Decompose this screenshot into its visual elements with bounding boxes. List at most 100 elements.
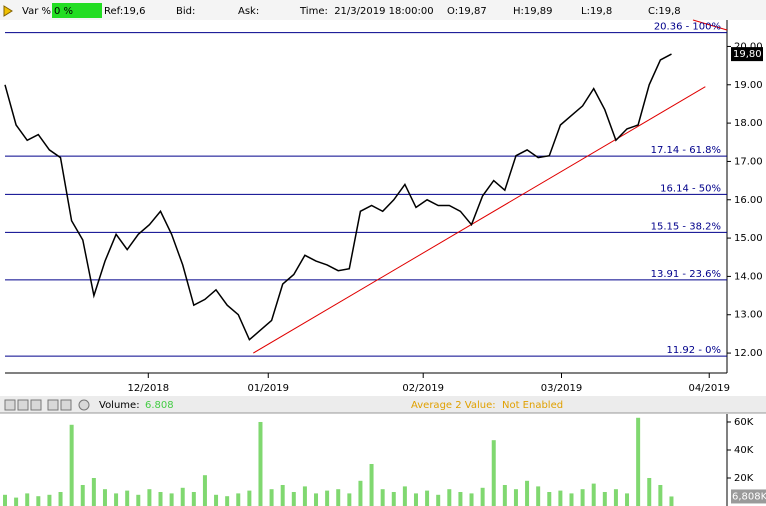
volume-bar bbox=[125, 490, 130, 506]
fib-label: 17.14 - 61.8% bbox=[651, 145, 721, 156]
info-bar bbox=[0, 0, 766, 20]
volume-bar bbox=[391, 491, 396, 506]
volume-bar bbox=[225, 496, 230, 506]
volume-bar bbox=[447, 489, 452, 506]
volume-bar bbox=[625, 493, 630, 506]
y-tick-label: 15.00 bbox=[734, 233, 763, 244]
volume-bar bbox=[69, 424, 74, 506]
volume-bar bbox=[480, 487, 485, 506]
last-volume-label: 6,808K bbox=[732, 491, 766, 502]
menu-icon[interactable] bbox=[3, 5, 13, 17]
volume-bar bbox=[380, 489, 385, 506]
volume-bar bbox=[458, 491, 463, 506]
volume-bar bbox=[647, 477, 652, 506]
volume-bar bbox=[336, 489, 341, 506]
button[interactable] bbox=[17, 399, 29, 411]
volume-bar bbox=[491, 440, 496, 506]
volume-bar bbox=[202, 475, 207, 506]
volume-bar bbox=[325, 490, 330, 506]
volume-bar bbox=[536, 486, 541, 506]
fib-label: 16.14 - 50% bbox=[660, 183, 721, 194]
y-tick-label: 16.00 bbox=[734, 195, 763, 206]
volume-bar bbox=[191, 491, 196, 506]
volume-bar bbox=[236, 493, 241, 506]
volume-bar bbox=[413, 493, 418, 506]
last-price-label: 19,80 bbox=[733, 49, 762, 60]
bid: Bid: bbox=[176, 6, 195, 17]
volume-bar bbox=[3, 494, 7, 506]
volume-bar bbox=[247, 490, 252, 506]
volume-bar bbox=[302, 486, 307, 506]
volume-bar bbox=[347, 493, 352, 506]
fib-label: 15.15 - 38.2% bbox=[651, 221, 721, 232]
volume-bar bbox=[513, 489, 518, 506]
y-tick-label: 20.00 bbox=[734, 41, 763, 52]
volume-bar bbox=[436, 494, 441, 506]
volume-bar bbox=[280, 484, 285, 506]
y-tick-label: 60K bbox=[734, 417, 754, 428]
x-tick-label: 03/2019 bbox=[541, 383, 583, 394]
volume-bar bbox=[80, 484, 85, 506]
x-tick-label: 04/2019 bbox=[688, 383, 730, 394]
close: C:19,8 bbox=[648, 6, 681, 17]
fib-label: 11.92 - 0% bbox=[667, 345, 721, 356]
y-tick-label: 19.00 bbox=[734, 80, 763, 91]
y-tick-label: 12.00 bbox=[734, 348, 763, 359]
settings-button[interactable] bbox=[78, 399, 90, 411]
var-box bbox=[52, 3, 102, 18]
ref: Ref:19,6 bbox=[104, 6, 145, 17]
volume-current: 6.808 bbox=[145, 400, 174, 411]
time: Time: 21/3/2019 18:00:00 bbox=[299, 6, 434, 17]
volume-bar bbox=[569, 493, 574, 506]
x-tick-label: 02/2019 bbox=[402, 383, 444, 394]
panel-buttons bbox=[4, 399, 90, 411]
volume-bar bbox=[158, 491, 163, 506]
y-tick-label: 17.00 bbox=[734, 156, 763, 167]
volume-bar bbox=[214, 494, 219, 506]
volume-bar bbox=[58, 491, 63, 506]
volume-bar bbox=[180, 487, 185, 506]
button[interactable] bbox=[47, 399, 59, 411]
volume-toolbar bbox=[0, 396, 766, 413]
volume-bar bbox=[14, 497, 19, 506]
price-line bbox=[4, 53, 672, 341]
volume-bar bbox=[402, 486, 407, 506]
button[interactable] bbox=[60, 399, 72, 411]
volume-bar bbox=[358, 480, 363, 506]
x-tick-label: 01/2019 bbox=[247, 383, 289, 394]
last-price-box bbox=[731, 47, 763, 62]
volume-bar bbox=[91, 477, 96, 506]
fib-label: 13.91 - 23.6% bbox=[651, 269, 721, 280]
button[interactable] bbox=[4, 399, 16, 411]
high: H:19,89 bbox=[513, 6, 553, 17]
trendline bbox=[253, 86, 706, 354]
var-value: 0 % bbox=[54, 6, 73, 17]
volume-bar bbox=[102, 489, 107, 506]
volume-bar bbox=[258, 421, 263, 506]
volume-bar bbox=[314, 493, 319, 506]
y-tick-label: 18.00 bbox=[734, 118, 763, 129]
average-note: Average 2 Value: Not Enabled bbox=[411, 400, 563, 411]
volume-bar bbox=[602, 491, 607, 506]
volume-bar bbox=[580, 489, 585, 506]
volume-bar bbox=[114, 493, 119, 506]
y-tick-label: 14.00 bbox=[734, 271, 763, 282]
ask: Ask: bbox=[238, 6, 259, 17]
button[interactable] bbox=[30, 399, 42, 411]
volume-label: Volume: bbox=[99, 400, 140, 411]
volume-bar bbox=[36, 496, 41, 506]
volume-bar bbox=[547, 491, 552, 506]
volume-bar bbox=[147, 489, 152, 506]
volume-bar bbox=[425, 490, 430, 506]
volume-bar bbox=[269, 489, 274, 506]
y-tick-label: 40K bbox=[734, 445, 754, 456]
volume-bar bbox=[502, 484, 507, 506]
volume-bar bbox=[469, 493, 474, 506]
x-tick-label: 12/2018 bbox=[128, 383, 170, 394]
volume-bar bbox=[658, 484, 663, 506]
y-tick-label: 20K bbox=[734, 473, 754, 484]
volume-bar bbox=[47, 494, 52, 506]
low: L:19,8 bbox=[581, 6, 612, 17]
